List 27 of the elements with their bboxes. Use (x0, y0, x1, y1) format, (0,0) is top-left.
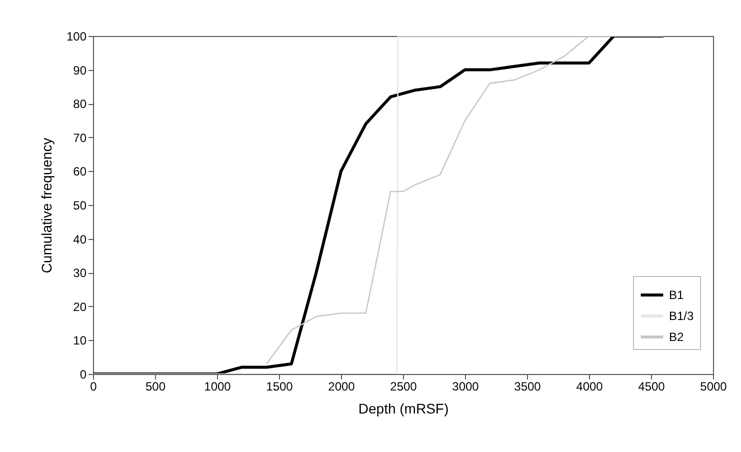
x-tick-label: 5000 (700, 380, 728, 394)
x-axis-title: Depth (mRSF) (358, 400, 449, 416)
y-tick-label: 10 (73, 334, 87, 348)
x-tick-label: 4000 (576, 380, 604, 394)
legend-label: B1/3 (669, 309, 694, 323)
y-axis-title: Cumulative frequency (38, 138, 54, 274)
y-tick-label: 30 (73, 266, 87, 280)
x-tick-label: 2500 (390, 380, 418, 394)
x-tick-label: 500 (145, 380, 166, 394)
legend-label: B1 (669, 288, 684, 302)
legend-label: B2 (669, 330, 684, 344)
x-tick-label: 1500 (266, 380, 294, 394)
x-tick-label: 4500 (638, 380, 666, 394)
y-tick-label: 100 (66, 30, 87, 44)
x-tick-label: 3500 (514, 380, 542, 394)
y-tick-label: 50 (73, 198, 87, 212)
x-tick-label: 3000 (452, 380, 480, 394)
y-tick-label: 40 (73, 232, 87, 246)
y-tick-label: 80 (73, 97, 87, 112)
y-tick-label: 60 (73, 164, 87, 179)
y-tick-label: 0 (80, 368, 87, 382)
x-tick-label: 1000 (204, 380, 232, 394)
x-tick-label: 2000 (328, 380, 356, 394)
y-tick-label: 90 (73, 63, 87, 78)
y-tick-label: 70 (73, 130, 87, 145)
y-tick-label: 20 (73, 300, 87, 314)
x-tick-label: 0 (90, 380, 98, 394)
